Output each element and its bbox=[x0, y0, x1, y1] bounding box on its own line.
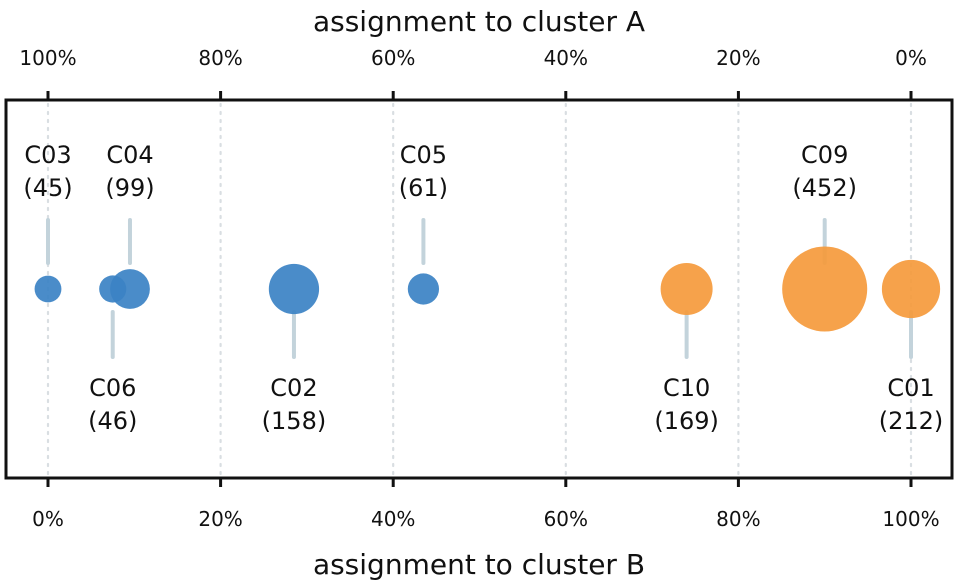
bubble-c09 bbox=[782, 246, 868, 332]
point-id-c05: C05 bbox=[400, 141, 447, 169]
bottom-tick-label: 80% bbox=[716, 507, 760, 531]
top-tick-label: 40% bbox=[544, 46, 588, 70]
point-count-c10: (169) bbox=[654, 407, 719, 435]
point-id-c04: C04 bbox=[106, 141, 153, 169]
point-count-c04: (99) bbox=[105, 174, 154, 202]
bubble-c06 bbox=[99, 275, 127, 303]
bottom-tick-label: 40% bbox=[371, 507, 415, 531]
point-count-c01: (212) bbox=[879, 407, 944, 435]
point-count-c09: (452) bbox=[792, 174, 857, 202]
bubble-c10 bbox=[660, 263, 713, 315]
top-tick-label: 60% bbox=[371, 46, 415, 70]
data-points bbox=[34, 246, 941, 332]
point-labels: C03 (45) C04 (99) C06 (46) C02 (158) C05 (61) C10 (… bbox=[23, 141, 943, 435]
bottom-tick-label: 20% bbox=[198, 507, 242, 531]
point-count-c05: (61) bbox=[399, 174, 448, 202]
point-count-c06: (46) bbox=[88, 407, 137, 435]
point-count-c03: (45) bbox=[23, 174, 72, 202]
top-tick-label: 100% bbox=[19, 46, 76, 70]
top-tick-label: 80% bbox=[198, 46, 242, 70]
leader-lines bbox=[46, 218, 913, 359]
bottom-axis: 0% 20% 40% 60% 80% 100% bbox=[32, 478, 940, 531]
bubble-c02 bbox=[268, 263, 320, 315]
bottom-axis-title: assignment to cluster B bbox=[313, 548, 645, 581]
point-id-c06: C06 bbox=[89, 374, 136, 402]
point-id-c09: C09 bbox=[801, 141, 848, 169]
point-count-c02: (158) bbox=[262, 407, 327, 435]
plot-frame bbox=[4, 98, 954, 480]
top-tick-label: 0% bbox=[895, 46, 927, 70]
bubble-c05 bbox=[407, 273, 440, 305]
top-axis-title: assignment to cluster A bbox=[313, 5, 645, 38]
grid-lines bbox=[46, 102, 913, 476]
bottom-tick-label: 0% bbox=[32, 507, 64, 531]
point-id-c03: C03 bbox=[24, 141, 71, 169]
bubble-c03 bbox=[34, 275, 62, 303]
bubble-c01 bbox=[881, 259, 941, 319]
bottom-tick-label: 60% bbox=[544, 507, 588, 531]
point-id-c02: C02 bbox=[270, 374, 317, 402]
top-axis: 100% 80% 60% 40% 20% 0% bbox=[19, 46, 927, 100]
point-id-c10: C10 bbox=[663, 374, 710, 402]
top-tick-label: 20% bbox=[716, 46, 760, 70]
bottom-tick-label: 100% bbox=[882, 507, 939, 531]
point-id-c01: C01 bbox=[887, 374, 934, 402]
